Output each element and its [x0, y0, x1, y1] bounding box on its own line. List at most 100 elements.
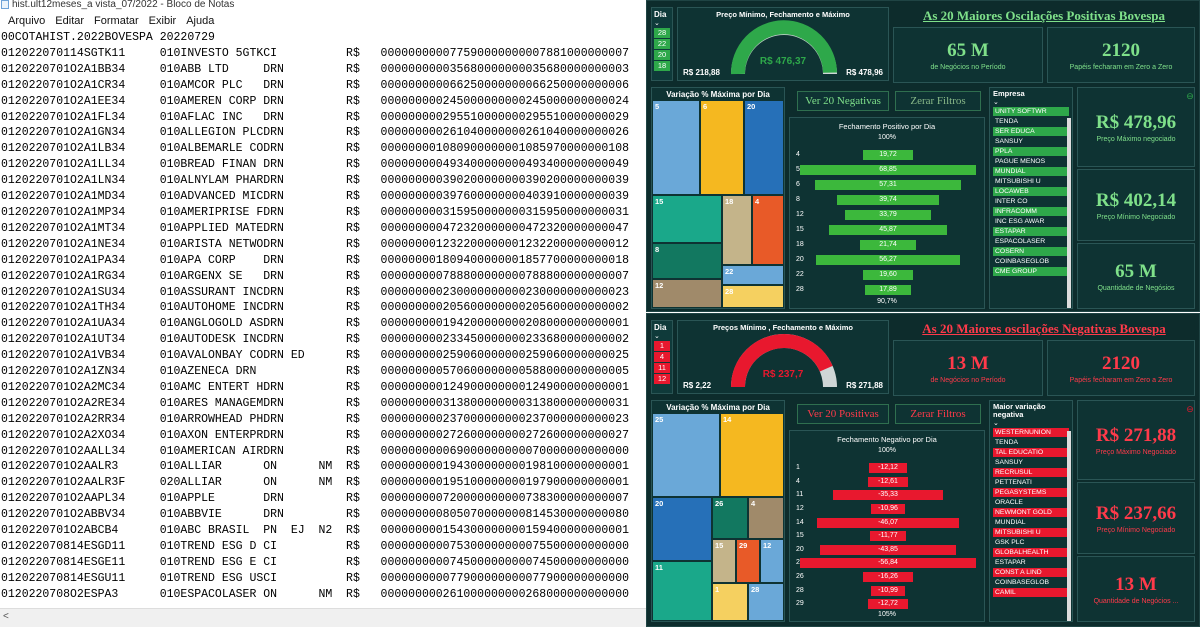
slicer-item[interactable]: MITSUBISHI U — [995, 178, 1041, 185]
funnel-bar[interactable]: -16,26 — [862, 572, 914, 583]
slicer-item[interactable]: TENDA — [995, 118, 1019, 125]
funnel-bar[interactable]: -43,85 — [820, 544, 956, 555]
slicer-item[interactable]: PEGASYSTEMS — [993, 488, 1069, 497]
treemap-tile[interactable]: 4 — [752, 195, 784, 265]
funnel-bar[interactable]: -56,84 — [800, 558, 976, 569]
funnel-row[interactable]: 6 57,31 — [790, 180, 984, 190]
treemap-tile[interactable]: 26 — [712, 497, 748, 539]
treemap-tile[interactable]: 18 — [722, 195, 752, 265]
funnel-row[interactable]: 5 68,85 — [790, 165, 984, 175]
dia-item[interactable]: 4 — [654, 352, 670, 362]
slicer-item[interactable]: GSK PLC — [995, 539, 1025, 546]
slicer-item[interactable]: WESTERNUNION — [993, 428, 1069, 437]
chevron-down-icon[interactable]: ⌄ — [993, 420, 999, 427]
funnel-bar[interactable]: -35,33 — [833, 490, 943, 501]
scroll-left-icon[interactable]: < — [3, 611, 9, 622]
slicer-item[interactable]: INC ESG AWAR — [995, 218, 1045, 225]
funnel-row[interactable]: 25-56,84 — [790, 558, 984, 569]
treemap-tile[interactable]: 6 — [700, 100, 744, 195]
slicer-item[interactable]: UNITY SOFTWR — [993, 107, 1069, 116]
slicer-item[interactable]: TENDA — [995, 439, 1019, 446]
funnel-bar[interactable]: -12,72 — [868, 599, 908, 610]
slicer-item[interactable]: PAGUE MENOS — [995, 158, 1046, 165]
funnel-row[interactable]: 8 39,74 — [790, 195, 984, 205]
funnel-row[interactable]: 20 56,27 — [790, 255, 984, 265]
funnel-row[interactable]: 18 21,74 — [790, 240, 984, 250]
slicer-item[interactable]: MITSUBISHI U — [993, 528, 1069, 537]
slicer-item[interactable]: CAMIL — [993, 588, 1069, 597]
slicer-scrollbar[interactable] — [1067, 431, 1071, 621]
zerar-filtros-button[interactable]: Zerar Filtros — [895, 91, 981, 111]
funnel-row[interactable]: 4 19,72 — [790, 150, 984, 160]
treemap-tile[interactable]: 29 — [736, 539, 760, 583]
slicer-item[interactable]: ESTAPAR — [995, 559, 1026, 566]
chevron-down-icon[interactable]: ⌄ — [654, 333, 660, 340]
treemap-tile[interactable]: 20 — [744, 100, 784, 195]
funnel-bar[interactable]: 17,89 — [865, 285, 911, 295]
treemap-tile[interactable]: 22 — [722, 265, 784, 285]
treemap-tile[interactable]: 15 — [652, 195, 722, 243]
slicer-item[interactable]: TAL EDUCATIO — [993, 448, 1069, 457]
dia-item[interactable]: 20 — [654, 50, 670, 60]
funnel-row[interactable]: 20 -43,85 — [790, 544, 984, 555]
funnel-bar[interactable]: -11,77 — [869, 531, 907, 542]
slicer-item[interactable]: ESTAPAR — [993, 227, 1069, 236]
slicer-item[interactable]: SANSUY — [995, 138, 1023, 145]
slicer-item[interactable]: COINBASEGLOB — [995, 258, 1050, 265]
slicer-item[interactable]: LOCAWEB — [993, 187, 1069, 196]
dia-item[interactable]: 1 — [654, 341, 670, 351]
slicer-item[interactable]: RECRUSUL — [993, 468, 1069, 477]
funnel-row[interactable]: 12 -10,96 — [790, 503, 984, 514]
menu-formatar[interactable]: Formatar — [94, 15, 139, 27]
treemap-tile[interactable]: 12 — [652, 279, 722, 308]
dia-item[interactable]: 18 — [654, 61, 670, 71]
chevron-down-icon[interactable]: ⌄ — [654, 20, 660, 27]
treemap-tile[interactable]: 14 — [720, 413, 784, 497]
dia-item[interactable]: 22 — [654, 39, 670, 49]
treemap-tile[interactable]: 12 — [760, 539, 784, 583]
dia-item[interactable]: 12 — [654, 374, 670, 384]
funnel-row[interactable]: 29 -12,72 — [790, 599, 984, 610]
reset-icon[interactable]: ⊖ — [1186, 404, 1194, 414]
funnel-row[interactable]: 22 19,60 — [790, 270, 984, 280]
treemap-tile[interactable]: 28 — [748, 583, 784, 621]
dia-item[interactable]: 28 — [654, 28, 670, 38]
empresa-slicer[interactable]: Empresa ⌄ UNITY SOFTWR TENDA SER EDUCA SANSUY… — [989, 87, 1073, 309]
funnel-bar[interactable]: 33,79 — [844, 210, 932, 220]
funnel-bar[interactable]: -12,61 — [868, 476, 908, 487]
treemap-tile[interactable]: 28 — [722, 285, 784, 308]
slicer-item[interactable]: COSERN — [993, 247, 1069, 256]
slicer-item[interactable]: CONST A LIND — [993, 568, 1069, 577]
funnel-row[interactable]: 26 -16,26 — [790, 572, 984, 583]
horizontal-scrollbar[interactable]: < — [0, 608, 646, 627]
funnel-row[interactable]: 28 17,89 — [790, 285, 984, 295]
slicer-scrollbar[interactable] — [1067, 118, 1071, 308]
slicer-item[interactable]: CME GROUP — [993, 267, 1069, 276]
funnel-row[interactable]: 4 -12,61 — [790, 476, 984, 487]
ver-positivas-button[interactable]: Ver 20 Positivas — [797, 404, 889, 424]
treemap-tile[interactable]: 5 — [652, 100, 700, 195]
funnel-bar[interactable]: 21,74 — [860, 240, 916, 250]
dia-slicer[interactable]: Dia ⌄ 1 4 11 12 — [651, 320, 673, 394]
funnel-bar[interactable]: 57,31 — [814, 180, 962, 190]
funnel-bar[interactable]: 19,60 — [862, 270, 914, 280]
treemap-tile[interactable]: 4 — [748, 497, 784, 539]
slicer-item[interactable]: ORACLE — [995, 499, 1023, 506]
slicer-item[interactable]: NEWMONT GOLD — [993, 508, 1069, 517]
treemap-tile[interactable]: 15 — [712, 539, 736, 583]
slicer-item[interactable]: MUNDIAL — [995, 519, 1026, 526]
slicer-item[interactable]: PETTENATI — [995, 479, 1032, 486]
funnel-bar[interactable]: -46,07 — [816, 517, 960, 528]
menu-arquivo[interactable]: Arquivo — [8, 15, 46, 27]
treemap-tile[interactable]: 25 — [652, 413, 720, 497]
slicer-item[interactable]: SANSUY — [995, 459, 1023, 466]
treemap-tile[interactable]: 11 — [652, 561, 712, 621]
slicer-item[interactable]: SER EDUCA — [993, 127, 1069, 136]
treemap-tile[interactable]: 1 — [712, 583, 748, 621]
dia-slicer[interactable]: Dia ⌄ 28 22 20 18 — [651, 7, 673, 81]
funnel-bar[interactable]: 56,27 — [816, 255, 960, 265]
funnel-row[interactable]: 12 33,79 — [790, 210, 984, 220]
funnel-bar[interactable]: 68,85 — [800, 165, 976, 175]
funnel-bar[interactable]: 45,87 — [829, 225, 947, 235]
funnel-row[interactable]: 1 -12,12 — [790, 463, 984, 473]
